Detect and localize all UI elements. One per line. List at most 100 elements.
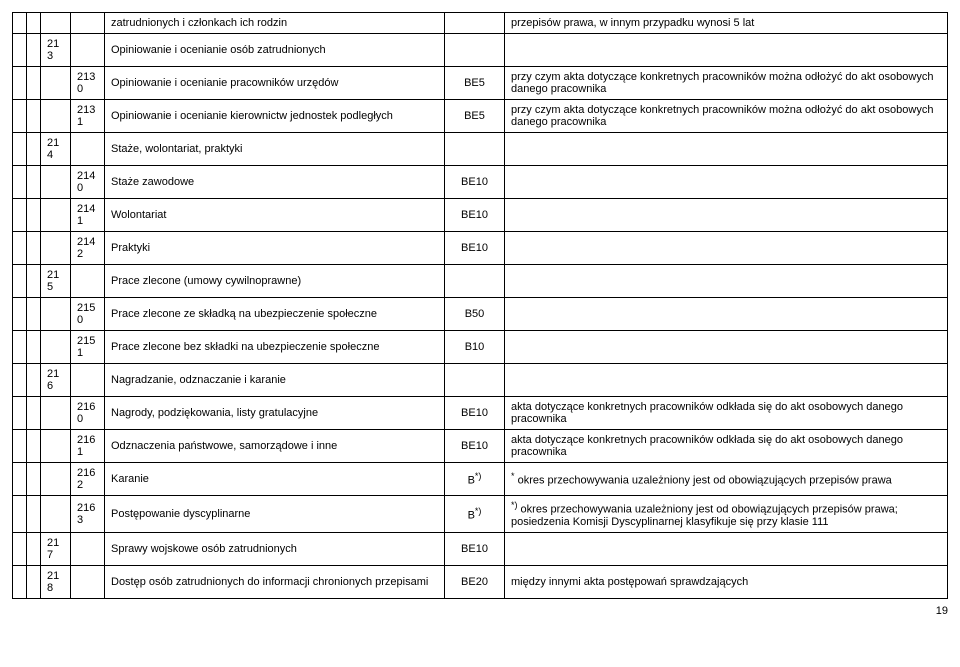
cell-code-level4 xyxy=(71,532,105,565)
cell-code-level4 xyxy=(71,565,105,598)
cell-blank-b xyxy=(27,199,41,232)
cell-notes xyxy=(505,298,948,331)
cell-notes: akta dotyczące konkretnych pracowników o… xyxy=(505,430,948,463)
cell-title: Wolontariat xyxy=(105,199,445,232)
cell-code-level4: 2142 xyxy=(71,232,105,265)
cell-blank-b xyxy=(27,232,41,265)
cell-title: Prace zlecone (umowy cywilnoprawne) xyxy=(105,265,445,298)
table-row: 215 Prace zlecone (umowy cywilnoprawne) xyxy=(13,265,948,298)
cell-title: Postępowanie dyscyplinarne xyxy=(105,496,445,533)
cell-notes xyxy=(505,166,948,199)
cell-category: B50 xyxy=(445,298,505,331)
cell-blank-a xyxy=(13,199,27,232)
cell-blank-b xyxy=(27,496,41,533)
cell-title: Sprawy wojskowe osób zatrudnionych xyxy=(105,532,445,565)
footnote-marker: *) xyxy=(475,471,482,481)
table-row: 2151Prace zlecone bez składki na ubezpie… xyxy=(13,331,948,364)
cell-blank-a xyxy=(13,100,27,133)
cell-code-level4: 2160 xyxy=(71,397,105,430)
table-row: 2130Opiniowanie i ocenianie pracowników … xyxy=(13,67,948,100)
table-row: 218 Dostęp osób zatrudnionych do informac… xyxy=(13,565,948,598)
cell-blank-b xyxy=(27,397,41,430)
cell-notes xyxy=(505,232,948,265)
cell-code-level4 xyxy=(71,133,105,166)
cell-blank-b xyxy=(27,67,41,100)
cell-blank-a xyxy=(13,298,27,331)
cell-code-level3 xyxy=(41,331,71,364)
cell-title: Opiniowanie i ocenianie pracowników urzę… xyxy=(105,67,445,100)
cell-code-level3 xyxy=(41,463,71,496)
footnote-marker: *) xyxy=(475,506,482,516)
cell-blank-b xyxy=(27,265,41,298)
cell-blank-a xyxy=(13,364,27,397)
cell-code-level4: 2162 xyxy=(71,463,105,496)
table-row: 217 Sprawy wojskowe osób zatrudnionychBE1… xyxy=(13,532,948,565)
cell-code-level4: 2130 xyxy=(71,67,105,100)
cell-code-level3 xyxy=(41,298,71,331)
cell-title: Staże zawodowe xyxy=(105,166,445,199)
cell-code-level4 xyxy=(71,34,105,67)
cell-category: B10 xyxy=(445,331,505,364)
cell-code-level3 xyxy=(41,397,71,430)
cell-blank-a xyxy=(13,67,27,100)
cell-category xyxy=(445,133,505,166)
cell-category xyxy=(445,364,505,397)
cell-notes: akta dotyczące konkretnych pracowników o… xyxy=(505,397,948,430)
cell-notes: między innymi akta postępowań sprawdzają… xyxy=(505,565,948,598)
cell-notes: przepisów prawa, w innym przypadku wynos… xyxy=(505,13,948,34)
cell-title: zatrudnionych i członkach ich rodzin xyxy=(105,13,445,34)
table-row: 214Staże, wolontariat, praktyki xyxy=(13,133,948,166)
cell-code-level3 xyxy=(41,166,71,199)
cell-blank-a xyxy=(13,397,27,430)
cell-code-level3 xyxy=(41,430,71,463)
cell-code-level3: 213 xyxy=(41,34,71,67)
cell-category: BE5 xyxy=(445,100,505,133)
cell-blank-b xyxy=(27,565,41,598)
cell-category: BE10 xyxy=(445,532,505,565)
cell-code-level3 xyxy=(41,232,71,265)
cell-category xyxy=(445,13,505,34)
cell-title: Opiniowanie i ocenianie osób zatrudniony… xyxy=(105,34,445,67)
cell-code-level3 xyxy=(41,13,71,34)
cell-title: Opiniowanie i ocenianie kierownictw jedn… xyxy=(105,100,445,133)
page-number: 19 xyxy=(12,605,948,617)
cell-code-level3: 217 xyxy=(41,532,71,565)
cell-category xyxy=(445,265,505,298)
cell-category: BE20 xyxy=(445,565,505,598)
cell-code-level4: 2151 xyxy=(71,331,105,364)
cell-blank-a xyxy=(13,166,27,199)
cell-blank-b xyxy=(27,133,41,166)
table-row: 2160Nagrody, podziękowania, listy gratul… xyxy=(13,397,948,430)
cell-notes xyxy=(505,34,948,67)
cell-blank-a xyxy=(13,232,27,265)
cell-blank-b xyxy=(27,532,41,565)
cell-notes xyxy=(505,532,948,565)
cell-blank-b xyxy=(27,100,41,133)
cell-code-level3: 215 xyxy=(41,265,71,298)
cell-code-level4 xyxy=(71,13,105,34)
cell-title: Dostęp osób zatrudnionych do informacji … xyxy=(105,565,445,598)
cell-code-level3 xyxy=(41,67,71,100)
table-row: 2141WolontariatBE10 xyxy=(13,199,948,232)
cell-code-level3 xyxy=(41,100,71,133)
table-row: 216Nagradzanie, odznaczanie i karanie xyxy=(13,364,948,397)
cell-code-level4: 2161 xyxy=(71,430,105,463)
cell-blank-a xyxy=(13,565,27,598)
cell-notes xyxy=(505,199,948,232)
cell-code-level3: 216 xyxy=(41,364,71,397)
table-row: zatrudnionych i członkach ich rodzin prze… xyxy=(13,13,948,34)
cell-blank-b xyxy=(27,331,41,364)
cell-notes: *) okres przechowywania uzależniony jest… xyxy=(505,496,948,533)
cell-code-level4 xyxy=(71,265,105,298)
cell-category: BE5 xyxy=(445,67,505,100)
cell-category: BE10 xyxy=(445,397,505,430)
cell-notes xyxy=(505,265,948,298)
cell-notes: przy czym akta dotyczące konkretnych pra… xyxy=(505,100,948,133)
cell-category: BE10 xyxy=(445,199,505,232)
cell-title: Odznaczenia państwowe, samorządowe i inn… xyxy=(105,430,445,463)
cell-blank-a xyxy=(13,34,27,67)
table-row: 213 Opiniowanie i ocenianie osób zatrudni… xyxy=(13,34,948,67)
cell-title: Karanie xyxy=(105,463,445,496)
cell-title: Prace zlecone bez składki na ubezpieczen… xyxy=(105,331,445,364)
cell-code-level3: 218 xyxy=(41,565,71,598)
